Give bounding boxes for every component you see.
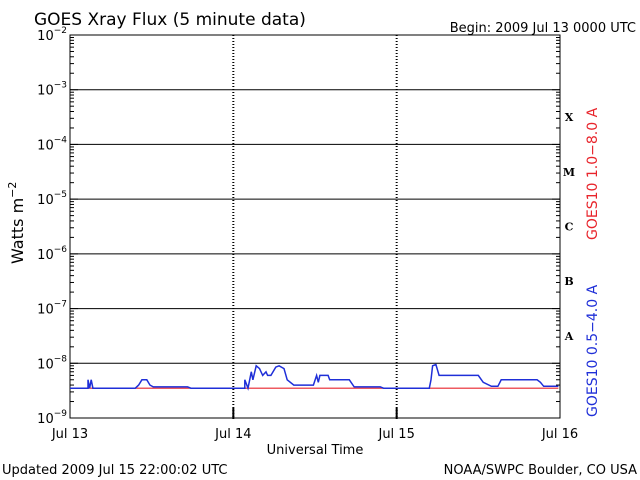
y-tick-label: 10−4	[37, 135, 67, 153]
y-tick-label: 10−2	[37, 26, 67, 44]
y-tick-label: 10−8	[37, 354, 67, 372]
decade-gridlines	[70, 89, 560, 364]
x-tick-label: Jul 14	[214, 427, 251, 442]
y-tick-exponent: −5	[54, 190, 67, 200]
y-axis-ticks: 10−910−810−710−610−510−410−310−2	[37, 26, 560, 427]
y-tick-exponent: −9	[54, 409, 68, 419]
begin-date: Begin: 2009 Jul 13 0000 UTC	[450, 21, 636, 36]
flare-class-c: C	[565, 221, 574, 234]
y-tick-label: 10−9	[37, 409, 67, 427]
y-tick-base: 10	[37, 303, 54, 318]
x-axis-ticks: Jul 13 Jul 14 Jul 15 Jul 16	[51, 408, 578, 442]
x-tick-label: Jul 16	[541, 427, 578, 442]
series-lines	[70, 363, 559, 391]
flare-class-labels: A B C M X	[563, 111, 575, 343]
plot-frame	[69, 34, 561, 419]
y-tick-exponent: −7	[54, 300, 67, 310]
legend-series-long: GOES10 1.0−8.0 A	[585, 107, 601, 240]
y-axis-label-text: Watts m	[8, 198, 27, 264]
y-tick-base: 10	[37, 412, 54, 427]
x-axis-label: Universal Time	[267, 443, 364, 458]
y-tick-base: 10	[37, 138, 54, 153]
plot-area: 10−910−810−710−610−510−410−310−2 Jul 13 J…	[37, 26, 578, 442]
y-axis-label: Watts m−2	[6, 182, 27, 264]
y-tick-exponent: −2	[54, 26, 67, 36]
flare-class-x: X	[565, 111, 574, 124]
day-dividers	[232, 35, 398, 418]
y-tick-base: 10	[37, 193, 54, 208]
y-tick-label: 10−6	[37, 245, 67, 263]
y-tick-exponent: −3	[54, 81, 67, 91]
x-tick-label: Jul 15	[377, 427, 414, 442]
y-tick-base: 10	[37, 29, 54, 44]
y-tick-exponent: −4	[54, 135, 68, 145]
chart-title: GOES Xray Flux (5 minute data)	[34, 10, 306, 30]
y-tick-label: 10−3	[37, 81, 67, 99]
footer-updated: Updated 2009 Jul 15 22:00:02 UTC	[2, 463, 227, 478]
legend-series-short: GOES10 0.5−4.0 A	[585, 284, 601, 417]
y-tick-label: 10−5	[37, 190, 67, 208]
y-tick-label: 10−7	[37, 300, 67, 318]
y-tick-base: 10	[37, 84, 54, 99]
y-tick-exponent: −8	[54, 354, 68, 364]
series-line-short	[70, 363, 559, 391]
flare-class-b: B	[564, 275, 573, 288]
y-tick-exponent: −6	[54, 245, 68, 255]
y-tick-base: 10	[37, 248, 54, 263]
y-tick-base: 10	[37, 357, 54, 372]
y-axis-label-exponent: −2	[6, 182, 19, 198]
x-tick-label: Jul 13	[51, 427, 88, 442]
footer-credit: NOAA/SWPC Boulder, CO USA	[444, 463, 637, 478]
flare-class-a: A	[564, 330, 574, 343]
flare-class-m: M	[563, 166, 575, 179]
